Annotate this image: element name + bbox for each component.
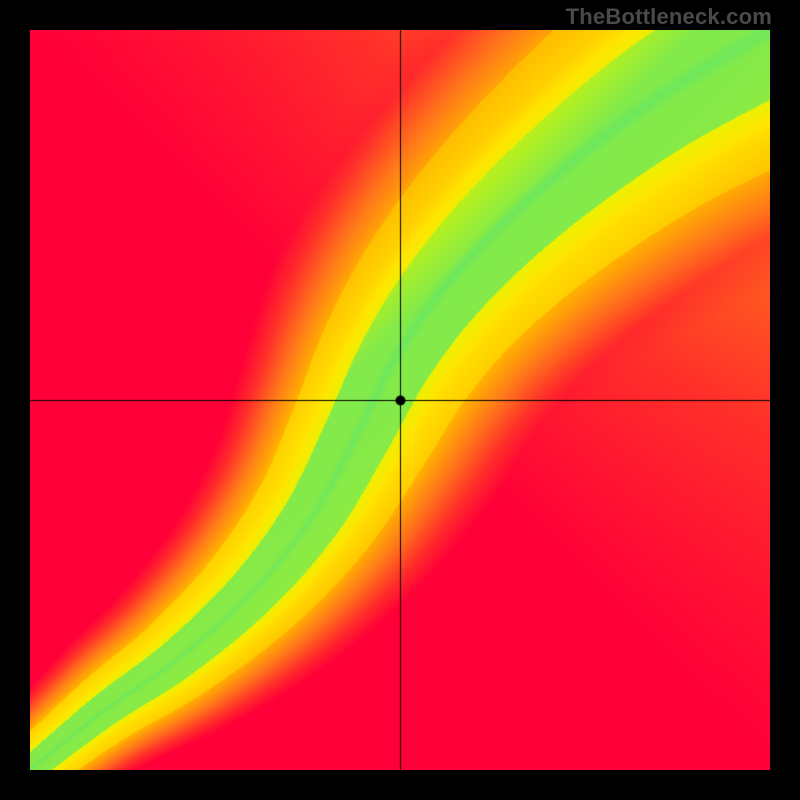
bottleneck-heatmap: [30, 30, 770, 770]
watermark-label: TheBottleneck.com: [566, 4, 772, 30]
chart-frame: { "watermark": { "text": "TheBottleneck.…: [0, 0, 800, 800]
